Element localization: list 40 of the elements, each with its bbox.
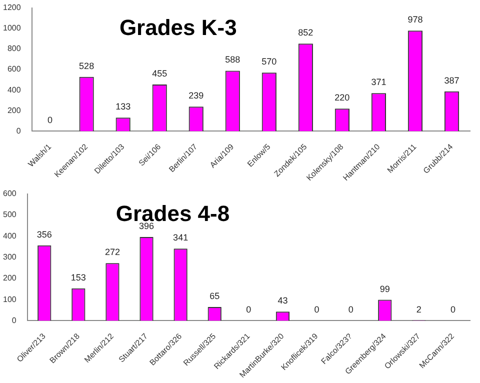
y-tick-label: 600 xyxy=(2,189,17,198)
data-label: 570 xyxy=(262,56,277,67)
data-label: 272 xyxy=(104,247,120,258)
data-label: 133 xyxy=(116,102,131,112)
data-label: 455 xyxy=(152,68,168,78)
chart-title: Grades K-3 xyxy=(119,14,237,40)
data-label: 220 xyxy=(334,92,350,103)
y-tick-label: 400 xyxy=(7,85,22,94)
data-label: 371 xyxy=(371,77,386,88)
y-tick-label: 0 xyxy=(12,316,17,325)
data-label: 978 xyxy=(408,14,423,25)
data-label: 528 xyxy=(79,60,94,71)
data-label: 0 xyxy=(450,304,456,315)
y-tick-label: 0 xyxy=(16,126,22,136)
data-label: 153 xyxy=(70,272,86,282)
data-label: 387 xyxy=(444,75,460,86)
data-label: 239 xyxy=(188,90,204,101)
y-tick-label: 600 xyxy=(7,64,22,74)
data-label: 43 xyxy=(278,296,288,306)
y-tick-label: 800 xyxy=(7,44,22,54)
data-label: 0 xyxy=(348,304,354,315)
y-tick-label: 1000 xyxy=(3,24,22,33)
y-tick-label: 200 xyxy=(7,106,22,115)
data-label: 0 xyxy=(246,304,252,315)
data-label: 356 xyxy=(36,229,52,240)
data-label: 65 xyxy=(210,290,220,301)
data-label: 588 xyxy=(225,54,240,65)
y-tick-label: 1200 xyxy=(3,3,22,12)
data-label: 0 xyxy=(314,304,320,315)
data-label: 2 xyxy=(416,304,422,314)
data-label: 852 xyxy=(298,28,314,38)
y-tick-label: 200 xyxy=(2,274,17,283)
y-tick-label: 500 xyxy=(2,210,17,220)
y-tick-label: 300 xyxy=(2,252,17,262)
data-label: 0 xyxy=(48,115,53,126)
y-tick-label: 100 xyxy=(2,294,17,304)
data-label: 341 xyxy=(173,232,188,243)
y-tick-label: 400 xyxy=(2,231,17,240)
data-label: 396 xyxy=(139,220,154,231)
data-label: 99 xyxy=(380,284,390,294)
